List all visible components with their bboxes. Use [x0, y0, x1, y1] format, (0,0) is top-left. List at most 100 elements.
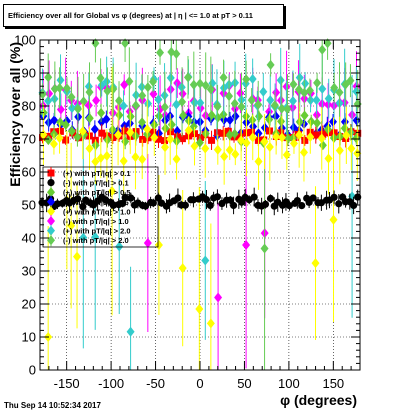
data-point	[115, 95, 124, 106]
data-point	[324, 93, 333, 104]
data-point	[306, 95, 315, 106]
data-point	[143, 238, 152, 249]
data-point	[208, 136, 216, 144]
data-point	[277, 103, 286, 114]
data-point	[247, 128, 255, 136]
y-tick-label: 20	[22, 297, 36, 312]
data-point	[121, 38, 130, 49]
data-point	[150, 132, 159, 143]
data-point	[38, 89, 47, 100]
data-point	[160, 102, 169, 113]
data-point	[56, 127, 64, 135]
data-point	[219, 129, 227, 137]
legend-marker	[47, 169, 55, 177]
legend-marker	[47, 196, 55, 207]
y-tick-label: 50	[22, 198, 36, 213]
data-point	[259, 86, 268, 97]
data-point	[237, 101, 246, 112]
data-point	[138, 117, 147, 128]
data-point	[154, 239, 163, 250]
y-tick-label: 30	[22, 264, 36, 279]
data-point	[276, 75, 285, 86]
data-point	[298, 202, 306, 210]
data-point	[79, 96, 88, 107]
data-point	[55, 82, 64, 93]
data-point	[178, 88, 187, 99]
data-point	[121, 193, 129, 202]
x-axis-title: φ (degrees)	[280, 392, 357, 408]
data-point	[45, 88, 54, 99]
data-point	[213, 101, 222, 112]
data-point	[44, 72, 53, 83]
data-point	[149, 128, 157, 136]
legend-label: (-) with pT/|q| > 0.1	[63, 179, 129, 188]
data-point	[230, 98, 239, 109]
data-point	[340, 116, 349, 127]
chart-title-box: Efficiency over all for Global vs φ (deg…	[3, 4, 284, 27]
data-point	[248, 132, 257, 143]
data-point	[98, 129, 106, 137]
legend-marker	[47, 179, 55, 187]
data-point	[84, 100, 93, 111]
data-point	[266, 95, 275, 106]
data-point	[85, 87, 94, 98]
data-point	[73, 251, 82, 262]
data-point	[44, 135, 53, 146]
data-point	[317, 133, 326, 144]
legend-box	[42, 166, 159, 248]
data-point	[56, 104, 65, 115]
data-point	[346, 75, 355, 86]
data-point	[225, 91, 234, 102]
data-point	[119, 156, 128, 167]
data-point	[250, 193, 258, 201]
data-point	[242, 240, 251, 251]
data-point	[329, 214, 338, 225]
data-point	[172, 154, 181, 165]
legend-label: (+) with pT/|q| > 0.1	[63, 169, 131, 178]
data-point	[247, 95, 256, 106]
data-point	[213, 129, 221, 137]
data-point	[149, 88, 158, 99]
chart-title: Efficiency over all for Global vs φ (deg…	[8, 11, 253, 20]
data-point	[62, 115, 71, 126]
legend-marker	[47, 216, 55, 226]
data-point	[293, 197, 301, 205]
data-point	[318, 44, 327, 55]
data-point	[201, 80, 210, 91]
data-point	[126, 127, 135, 138]
data-point	[184, 125, 193, 136]
data-point	[254, 156, 263, 167]
data-point	[318, 83, 327, 94]
data-point	[353, 148, 362, 159]
data-point	[141, 202, 150, 210]
data-point	[224, 127, 232, 135]
data-point	[265, 114, 274, 125]
data-point	[102, 150, 111, 161]
data-point	[309, 194, 317, 202]
legend-label: (+) with pT/|q| > 2.0	[63, 227, 131, 236]
data-point	[272, 131, 281, 142]
data-point	[189, 121, 198, 132]
data-point	[260, 136, 269, 147]
data-point	[148, 76, 157, 87]
data-point	[90, 124, 99, 135]
data-point	[102, 76, 111, 87]
legend-label: (+) with pT/|q| > 1.0	[63, 207, 131, 216]
data-point	[270, 100, 279, 111]
data-point	[108, 124, 117, 135]
data-point	[174, 133, 182, 141]
x-tick-label: 150	[322, 376, 344, 391]
data-point	[55, 133, 64, 144]
data-point	[196, 134, 204, 142]
data-point	[220, 151, 229, 162]
data-point	[236, 88, 245, 99]
data-point	[149, 199, 157, 207]
data-point	[131, 151, 140, 162]
data-point	[91, 156, 100, 167]
data-point	[225, 145, 234, 156]
data-point	[68, 103, 77, 114]
data-point	[195, 137, 204, 148]
legend-label: (-) with pT/|q| > 1.0	[63, 217, 129, 226]
data-point	[178, 135, 186, 143]
data-point	[190, 97, 199, 108]
